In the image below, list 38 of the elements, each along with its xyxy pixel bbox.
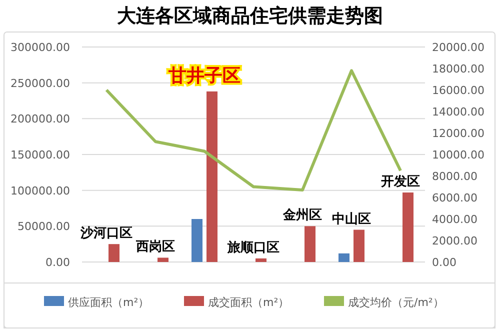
y2-tick-label: 0.00 [432,256,456,269]
y-tick-label: 100000.00 [10,184,70,198]
x-tick-label: 开发区 [380,174,420,190]
y2-tick-label: 4000.00 [432,213,478,226]
y-tick-label: 200000.00 [10,112,70,126]
bar [192,219,202,262]
bar [206,91,218,262]
legend-label: 成交面积（m²） [208,296,290,309]
x-tick-label: 旅顺口区 [226,239,280,256]
chart-title: 大连各区域商品住宅供需走势图 [117,5,383,27]
bar [256,258,266,262]
y-tick-label: 150000.00 [10,148,70,162]
x-tick-label: 中山区 [332,212,371,227]
y2-tick-label: 2000.00 [432,234,478,248]
y-tick-label: 300000.00 [10,41,70,54]
y2-tick-label: 14000.00 [432,106,484,118]
y2-tick-label: 12000.00 [432,127,484,140]
x-tick-label: 沙河口区 [80,226,132,242]
legend-label: 成交均价（元/m²） [348,296,444,309]
y2-tick-label: 10000.00 [432,148,484,162]
x-tick-label: 西岗区 [135,240,175,255]
y-tick-label: 50000.00 [18,220,70,234]
bar [338,253,350,262]
legend-label: 供应面积（m²） [68,296,150,309]
y2-tick-label: 20000.00 [432,41,484,54]
y-tick-label: 250000.00 [10,76,70,90]
y2-tick-label: 8000.00 [432,170,478,183]
bar [304,226,316,262]
bar [402,192,414,262]
y2-tick-label: 6000.00 [432,192,478,204]
x-tick-label: 甘井子区 [168,65,240,86]
bar [354,230,364,262]
bar [108,244,120,262]
x-tick-label: 金州区 [282,208,322,224]
y2-tick-label: 16000.00 [432,84,484,97]
y2-tick-label: 18000.00 [432,62,484,76]
bar [158,258,168,262]
y-tick-label: 0.00 [46,256,70,269]
